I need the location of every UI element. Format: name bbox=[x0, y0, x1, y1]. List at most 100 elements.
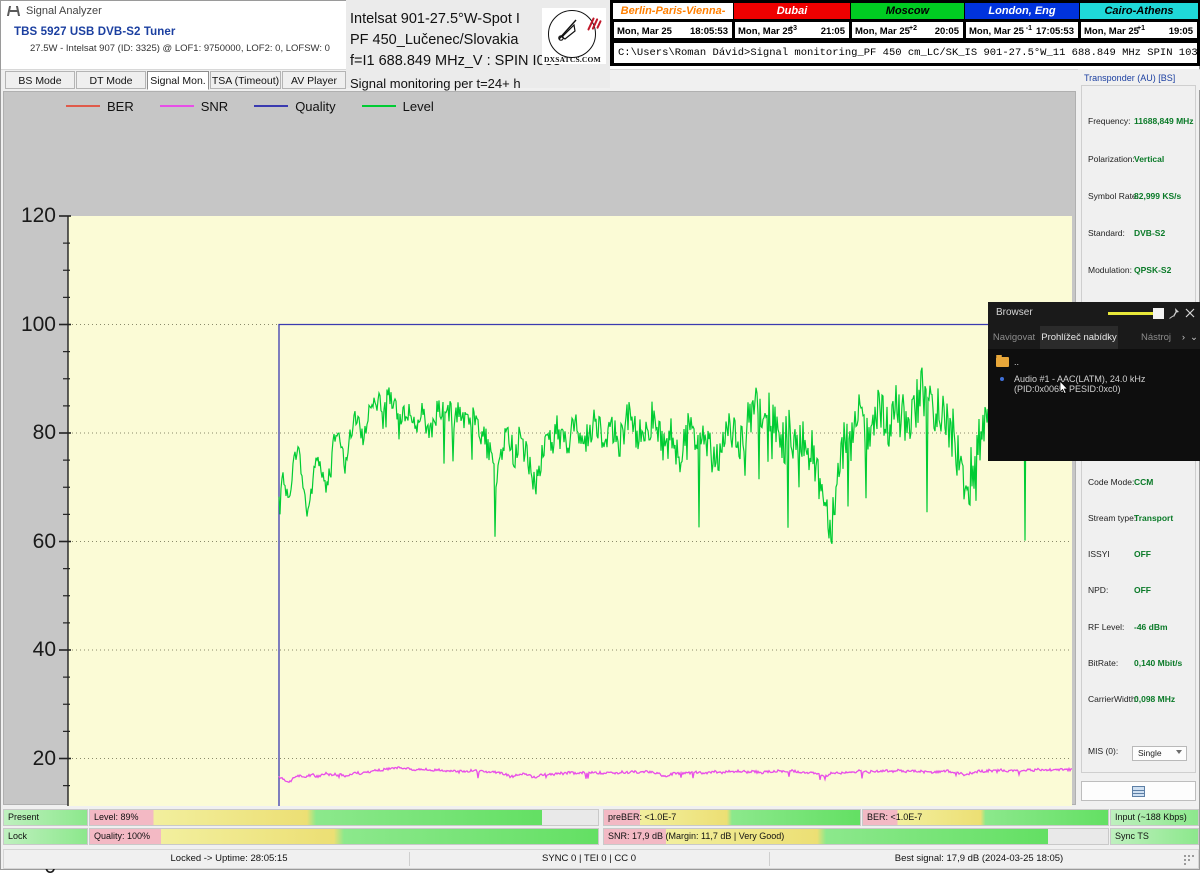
browser-window: Browser › ⌄ Navigovat Prohlížeč nabídky Ná… bbox=[988, 302, 1200, 461]
field-value: CCM bbox=[1134, 477, 1154, 487]
clock-offset: +1 bbox=[1137, 25, 1145, 32]
legend-label-quality: Quality bbox=[295, 98, 336, 114]
world-clock-overlay: C:\Users\Roman Dávid>Signal monitoring_P… bbox=[610, 0, 1200, 66]
clock-date: Mon, Mar 25 bbox=[969, 26, 1024, 37]
y-tick-120: 120 bbox=[20, 204, 56, 227]
transponder-row-rf-level: RF Level: -46 dBm bbox=[1082, 622, 1197, 638]
tab-signal-mon[interactable]: Signal Mon. bbox=[147, 71, 209, 90]
meter-fill bbox=[604, 810, 860, 825]
field-key: Symbol Rate: bbox=[1088, 191, 1140, 201]
chevron-down-icon[interactable]: ⌄ bbox=[1190, 332, 1198, 343]
legend-swatch-level bbox=[361, 105, 396, 107]
clock-city-london-eng: London, Eng bbox=[965, 3, 1079, 19]
transponder-row-issyi: ISSYI OFF bbox=[1082, 549, 1197, 565]
field-value: 0,098 MHz bbox=[1134, 694, 1176, 704]
transponder-row-bitrate: BitRate: 0,140 Mbit/s bbox=[1082, 658, 1197, 674]
field-key: Modulation: bbox=[1088, 265, 1132, 275]
browser-title: Browser bbox=[996, 307, 1033, 318]
field-value: OFF bbox=[1134, 549, 1151, 559]
meter-row1: Present Level: 89% preBER: <1.0E-7 BER: <1.… bbox=[3, 809, 1199, 826]
clock-value: 18:05:53 bbox=[689, 26, 728, 37]
tuner-details: 27.5W - Intelsat 907 (ID: 3325) @ LOF1: … bbox=[30, 43, 330, 54]
transponder-row-npd: NPD: OFF bbox=[1082, 585, 1197, 601]
meter-fill bbox=[1111, 810, 1198, 825]
resize-grip[interactable] bbox=[1184, 855, 1195, 866]
transponder-row-mis: MIS (0): Single bbox=[1082, 746, 1197, 762]
field-value: Transport bbox=[1134, 513, 1174, 523]
clock-value: 17:05:53 bbox=[1035, 26, 1074, 37]
meter-fill bbox=[90, 810, 543, 825]
tab-bs-mode[interactable]: BS Mode bbox=[5, 71, 75, 89]
mis-select[interactable]: Single bbox=[1132, 746, 1187, 761]
transponder-row-modulation: Modulation: QPSK-S2 bbox=[1082, 265, 1197, 281]
chevron-right-icon[interactable]: › bbox=[1181, 332, 1186, 343]
clock-city-cairo-athens: Cairo-Athens bbox=[1080, 3, 1198, 19]
field-value: Vertical bbox=[1134, 154, 1165, 164]
y-tick-80: 80 bbox=[32, 421, 56, 444]
chevron-down-icon bbox=[1176, 750, 1182, 754]
transponder-row-carrierwidth: CarrierWidth: 0,098 MHz bbox=[1082, 694, 1197, 710]
tab-dt-mode[interactable]: DT Mode bbox=[76, 71, 146, 89]
browser-list-item[interactable]: Audio #1 - AAC(LATM), 24.0 kHz (PID:0x00… bbox=[988, 372, 1200, 394]
field-key: ISSYI bbox=[1088, 549, 1110, 559]
info-satellite: Intelsat 901-27.5°W-Spot I bbox=[350, 11, 520, 27]
transport-stream-icon bbox=[1132, 785, 1145, 797]
field-key: Standard: bbox=[1088, 228, 1125, 238]
meter-fill bbox=[4, 829, 87, 844]
browser-tab-prohl-e-nab-dky[interactable]: Prohlížeč nabídky bbox=[1040, 326, 1118, 349]
browser-item-label: Audio #1 - AAC(LATM), 24.0 kHz (PID:0x00… bbox=[1014, 374, 1146, 394]
series-snr-line bbox=[278, 766, 1072, 784]
close-icon[interactable] bbox=[1184, 307, 1196, 319]
meter-input: Input (~188 Kbps) bbox=[1110, 809, 1199, 826]
meter-level: Level: 89% bbox=[89, 809, 599, 826]
browser-list: .. Audio #1 - AAC(LATM), 24.0 kHz (PID:0x… bbox=[988, 349, 1200, 461]
tab-tsa-timeout[interactable]: TSA (Timeout) bbox=[210, 71, 281, 89]
legend-item-quality: Quality bbox=[254, 98, 336, 114]
tab-av-player[interactable]: AV Player bbox=[282, 71, 346, 89]
browser-slider[interactable] bbox=[1108, 308, 1164, 319]
clock-value: 20:05 bbox=[934, 26, 959, 37]
chart-plot-area bbox=[59, 215, 1073, 806]
field-key: CarrierWidth: bbox=[1088, 694, 1139, 704]
browser-tab-n-stroj-proch-zen[interactable]: Nástroj procházení bbox=[1132, 332, 1179, 366]
legend-label-snr: SNR bbox=[200, 98, 229, 114]
field-key: Code Mode: bbox=[1088, 477, 1135, 487]
meter-fill bbox=[4, 810, 87, 825]
folder-icon bbox=[996, 355, 1009, 367]
meter-label: SNR: 17,9 dB (Margin: 11,7 dB | Very Goo… bbox=[608, 831, 785, 841]
clock-date: Mon, Mar 25 bbox=[617, 26, 672, 37]
clock-time-cairo-athens: Mon, Mar 25 +1 19:05 bbox=[1080, 21, 1198, 39]
legend-swatch-snr bbox=[159, 105, 194, 107]
y-tick-40: 40 bbox=[32, 638, 56, 661]
browser-title-bar: Browser bbox=[988, 302, 1200, 324]
meter-label: Present bbox=[8, 812, 40, 822]
clock-time-london-eng: Mon, Mar 25 -1 17:05:53 bbox=[965, 21, 1079, 39]
transponder-row-frequency: Frequency: 11688,849 MHz bbox=[1082, 116, 1197, 132]
status-separator bbox=[769, 852, 770, 866]
legend-item-level: Level bbox=[361, 99, 434, 114]
legend-item-snr: SNR bbox=[159, 98, 229, 114]
legend-label-ber: BER bbox=[107, 98, 134, 114]
pin-icon[interactable] bbox=[1168, 307, 1180, 319]
field-key: NPD: bbox=[1088, 585, 1109, 595]
clock-date: Mon, Mar 25 bbox=[855, 26, 910, 37]
meter-present: Present bbox=[3, 809, 88, 826]
clock-date: Mon, Mar 25 bbox=[1084, 26, 1139, 37]
browser-list-item[interactable]: .. bbox=[988, 355, 1200, 370]
clock-city-berlin-paris-vienna-roma: Berlin-Paris-Vienna-Roma bbox=[613, 3, 733, 33]
clock-offset: -1 bbox=[1025, 25, 1032, 32]
meter-label: Lock bbox=[8, 831, 28, 841]
transport-stream-button[interactable] bbox=[1081, 781, 1196, 801]
dxsatcs-logo: DXSATCS.COM bbox=[542, 8, 606, 64]
meter-label: BER: <1.0E-7 bbox=[867, 812, 923, 822]
clock-time-moscow: Mon, Mar 25 +2 20:05 bbox=[851, 21, 964, 39]
meter-prebter: preBER: <1.0E-7 bbox=[603, 809, 861, 826]
clock-time-dubai: Mon, Mar 25 +3 21:05 bbox=[734, 21, 850, 39]
browser-tab-navigovat[interactable]: Navigovat bbox=[992, 332, 1036, 343]
field-value: 0,140 Mbit/s bbox=[1134, 658, 1183, 668]
signal-meter-bars: Present Level: 89% preBER: <1.0E-7 BER: <1.… bbox=[3, 809, 1199, 847]
field-key: RF Level: bbox=[1088, 622, 1125, 632]
y-tick-100: 100 bbox=[20, 312, 56, 336]
chart-y-axis-labels: 020406080100120 bbox=[4, 92, 62, 878]
meter-fill bbox=[90, 829, 598, 844]
